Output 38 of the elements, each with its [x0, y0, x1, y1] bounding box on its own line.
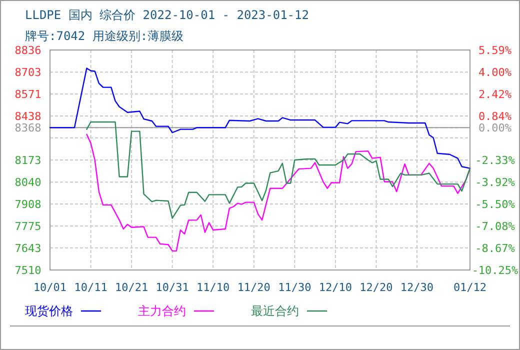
legend-label: 最近合约: [251, 304, 299, 318]
x-tick-label: 12/30: [400, 281, 434, 294]
x-tick-label: 12/10: [318, 281, 352, 294]
y-tick-label: 8703: [14, 66, 42, 80]
y2-tick-label: -7.08%: [475, 220, 516, 233]
chart-title: LLDPE 国内 综合价 2022-10-01 - 2023-01-12: [25, 8, 309, 22]
y2-tick-label: 4.00%: [478, 66, 512, 80]
x-tick-label: 11/10: [196, 281, 230, 294]
x-tick-label: 11/20: [237, 281, 270, 294]
x-tick-label: 12/20: [360, 281, 393, 294]
legend-label: 主力合约: [138, 304, 186, 318]
y2-tick-label: -3.92%: [475, 176, 516, 190]
y-tick-label: 8368: [14, 122, 42, 135]
y-tick-label: 8836: [14, 44, 42, 57]
x-tick-label: 11/30: [278, 281, 312, 294]
y2-tick-label: 5.59%: [478, 44, 512, 57]
x-tick-label: 10/21: [114, 281, 148, 294]
y-tick-label: 7775: [14, 220, 42, 234]
y2-tick-label: -5.50%: [475, 198, 516, 212]
y-tick-label: 7643: [14, 242, 42, 255]
y-tick-label: 8571: [14, 88, 42, 101]
y-tick-label: 8438: [14, 110, 42, 124]
y-tick-label: 8040: [14, 176, 42, 190]
y2-tick-label: 0.84%: [478, 110, 512, 123]
y2-tick-label: -2.33%: [475, 154, 516, 167]
x-tick-label: 01/12: [453, 281, 487, 294]
y-tick-label: 7908: [14, 198, 42, 211]
legend-label: 现货价格: [25, 304, 73, 318]
y2-tick-label: -10.25%: [472, 264, 519, 277]
y2-tick-label: 0.00%: [478, 122, 512, 135]
y2-tick-label: -8.67%: [475, 242, 516, 256]
y2-tick-label: 2.42%: [478, 88, 512, 102]
y-tick-label: 7510: [14, 264, 42, 277]
x-tick-label: 10/01: [33, 281, 67, 294]
chart-subtitle: 牌号:7042 用途级别:薄膜级: [25, 29, 184, 43]
y-tick-label: 8173: [14, 154, 42, 167]
x-tick-label: 10/31: [156, 281, 189, 294]
x-tick-label: 10/11: [74, 281, 108, 294]
